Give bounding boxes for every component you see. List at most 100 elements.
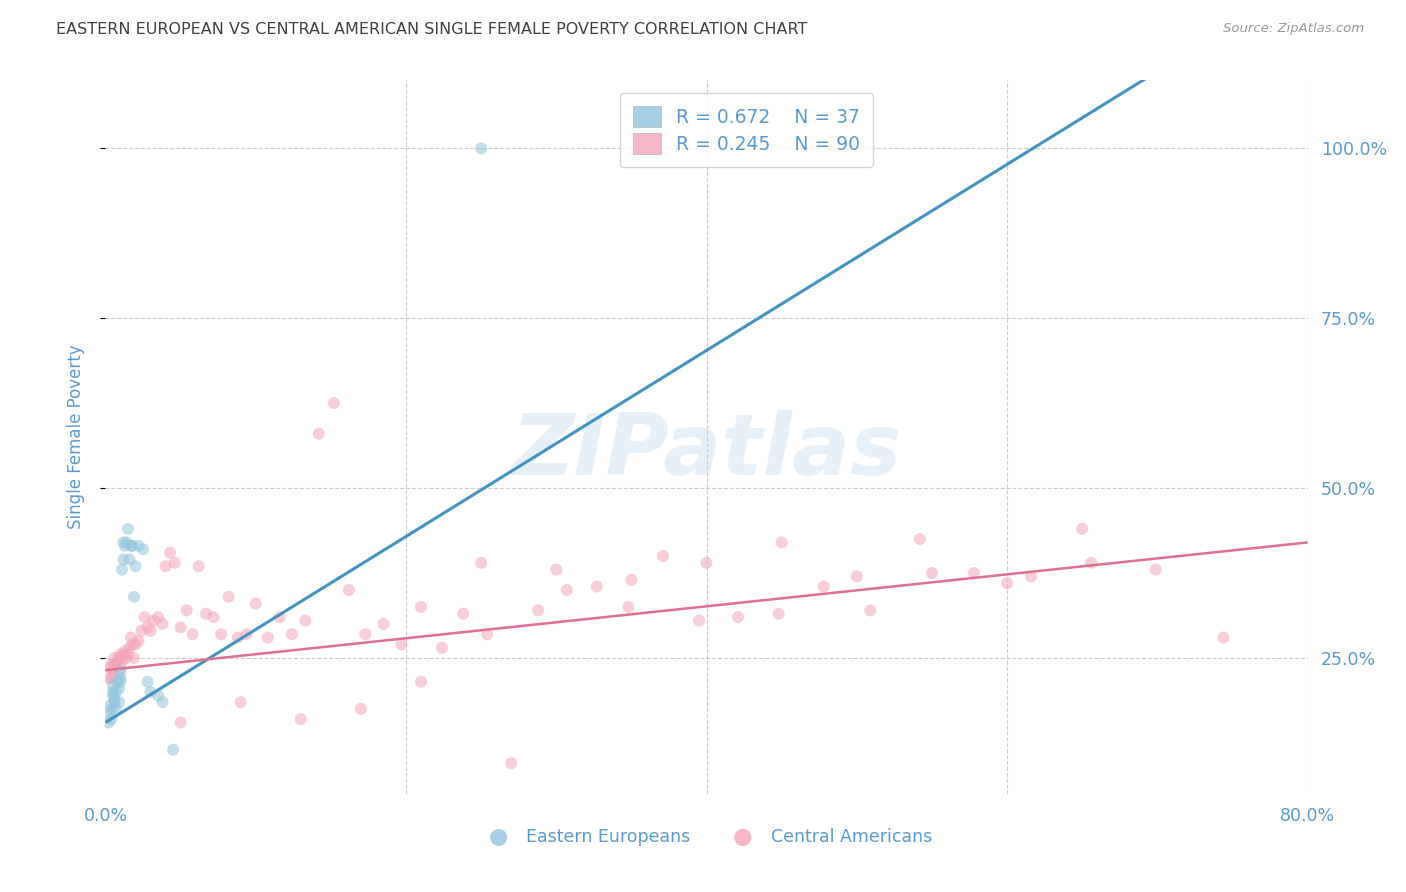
Point — [290, 712, 312, 726]
Point — [845, 569, 868, 583]
Point — [218, 590, 240, 604]
Point — [501, 756, 523, 771]
Point — [209, 627, 232, 641]
Point — [101, 685, 124, 699]
Point — [118, 552, 141, 566]
Point — [1144, 563, 1167, 577]
Point — [1071, 522, 1094, 536]
Point — [136, 620, 159, 634]
Point — [235, 627, 257, 641]
Point — [115, 535, 138, 549]
Point — [103, 657, 125, 672]
Point — [100, 702, 122, 716]
Point — [103, 651, 125, 665]
Text: EASTERN EUROPEAN VS CENTRAL AMERICAN SINGLE FEMALE POVERTY CORRELATION CHART: EASTERN EUROPEAN VS CENTRAL AMERICAN SIN… — [56, 22, 807, 37]
Point — [104, 657, 127, 672]
Point — [159, 546, 181, 560]
Point — [101, 661, 124, 675]
Point — [162, 742, 184, 756]
Point — [117, 522, 139, 536]
Point — [322, 396, 344, 410]
Point — [124, 559, 146, 574]
Point — [97, 715, 120, 730]
Point — [373, 617, 395, 632]
Point — [152, 695, 174, 709]
Point — [555, 582, 578, 597]
Point — [696, 556, 718, 570]
Point — [108, 651, 131, 665]
Point — [451, 607, 474, 621]
Point — [121, 637, 143, 651]
Text: Source: ZipAtlas.com: Source: ZipAtlas.com — [1223, 22, 1364, 36]
Point — [132, 542, 155, 557]
Point — [859, 603, 882, 617]
Point — [470, 141, 492, 155]
Point — [770, 535, 793, 549]
Point — [97, 671, 120, 685]
Point — [104, 702, 127, 716]
Point — [768, 607, 790, 621]
Point — [101, 668, 124, 682]
Point — [813, 580, 835, 594]
Point — [187, 559, 209, 574]
Point — [139, 624, 162, 638]
Point — [908, 532, 931, 546]
Point — [104, 685, 127, 699]
Point — [163, 556, 186, 570]
Point — [963, 566, 986, 580]
Point — [146, 689, 169, 703]
Point — [115, 651, 138, 665]
Point — [409, 599, 432, 614]
Point — [108, 681, 131, 696]
Point — [103, 691, 125, 706]
Point — [118, 640, 141, 655]
Point — [617, 599, 640, 614]
Point — [652, 549, 675, 563]
Point — [527, 603, 550, 617]
Point — [114, 539, 136, 553]
Point — [122, 651, 145, 665]
Point — [226, 631, 249, 645]
Point — [391, 637, 413, 651]
Point — [128, 539, 150, 553]
Point — [995, 576, 1018, 591]
Point — [136, 674, 159, 689]
Point — [120, 631, 142, 645]
Point — [1212, 631, 1234, 645]
Point — [475, 627, 498, 641]
Point — [181, 627, 204, 641]
Point — [229, 695, 252, 709]
Point — [108, 695, 131, 709]
Point — [546, 563, 568, 577]
Point — [169, 715, 191, 730]
Point — [110, 671, 132, 685]
Point — [117, 648, 139, 662]
Point — [1019, 569, 1042, 583]
Point — [350, 702, 373, 716]
Point — [152, 617, 174, 632]
Point — [110, 648, 132, 662]
Point — [688, 614, 710, 628]
Point — [308, 426, 330, 441]
Point — [111, 654, 134, 668]
Point — [114, 644, 136, 658]
Point — [110, 661, 132, 675]
Point — [100, 657, 122, 672]
Point — [98, 698, 121, 713]
Point — [112, 535, 135, 549]
Point — [256, 631, 278, 645]
Point — [101, 678, 124, 692]
Text: ZIPatlas: ZIPatlas — [512, 409, 901, 493]
Point — [100, 712, 122, 726]
Legend: Eastern Europeans, Central Americans: Eastern Europeans, Central Americans — [474, 822, 939, 853]
Point — [169, 620, 191, 634]
Point — [107, 654, 129, 668]
Point — [110, 665, 132, 679]
Point — [727, 610, 749, 624]
Point — [112, 648, 135, 662]
Point — [98, 706, 121, 720]
Point — [337, 582, 360, 597]
Point — [202, 610, 225, 624]
Y-axis label: Single Female Poverty: Single Female Poverty — [66, 345, 84, 529]
Point — [107, 674, 129, 689]
